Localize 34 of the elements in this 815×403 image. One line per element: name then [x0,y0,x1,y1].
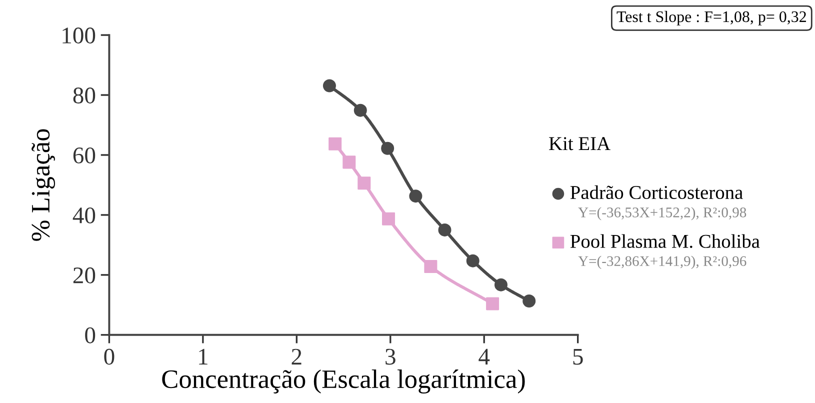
point [382,212,396,226]
point [438,223,452,236]
x-tick-label: 4 [478,348,490,364]
y-tick-label: 0 [85,327,96,344]
point [424,260,438,274]
x-tick-label: 0 [104,348,114,365]
x-tick-label: 1 [199,348,208,364]
point [354,104,367,117]
text: Y=(-32,86X+141,9), R²:0,96 [578,256,746,270]
y-axis-title: % Ligação [32,129,56,241]
point [381,142,394,155]
text: Test t Slope : F=1,08, p= 0,32 [616,10,806,26]
y-tick-label: 80 [73,88,96,104]
y-tick-label: 20 [73,267,96,284]
point [322,79,336,92]
y-tick-label: 40 [72,207,96,224]
x-tick-label: 5 [573,349,583,365]
y-tick-label: 100 [62,28,96,44]
text: Y=(-36,53X+152,2), R²:0,98 [578,207,746,220]
point [358,176,371,190]
x-tick-label: 2 [292,348,302,364]
point [342,156,356,169]
x-axis-title: Concentração (Escala logarítmica) [162,370,525,394]
point [522,294,536,308]
point [328,137,342,150]
legend-label: Padrão Corticosterona [570,185,743,200]
point [466,254,480,268]
legend-label: Pool Plasma M. Choliba [570,234,760,248]
point [494,278,508,292]
legend-title: Kit EIA [549,137,610,150]
x-tick-label: 3 [386,348,396,365]
y-tick-label: 60 [73,147,96,164]
point [409,190,422,203]
point [486,297,500,310]
